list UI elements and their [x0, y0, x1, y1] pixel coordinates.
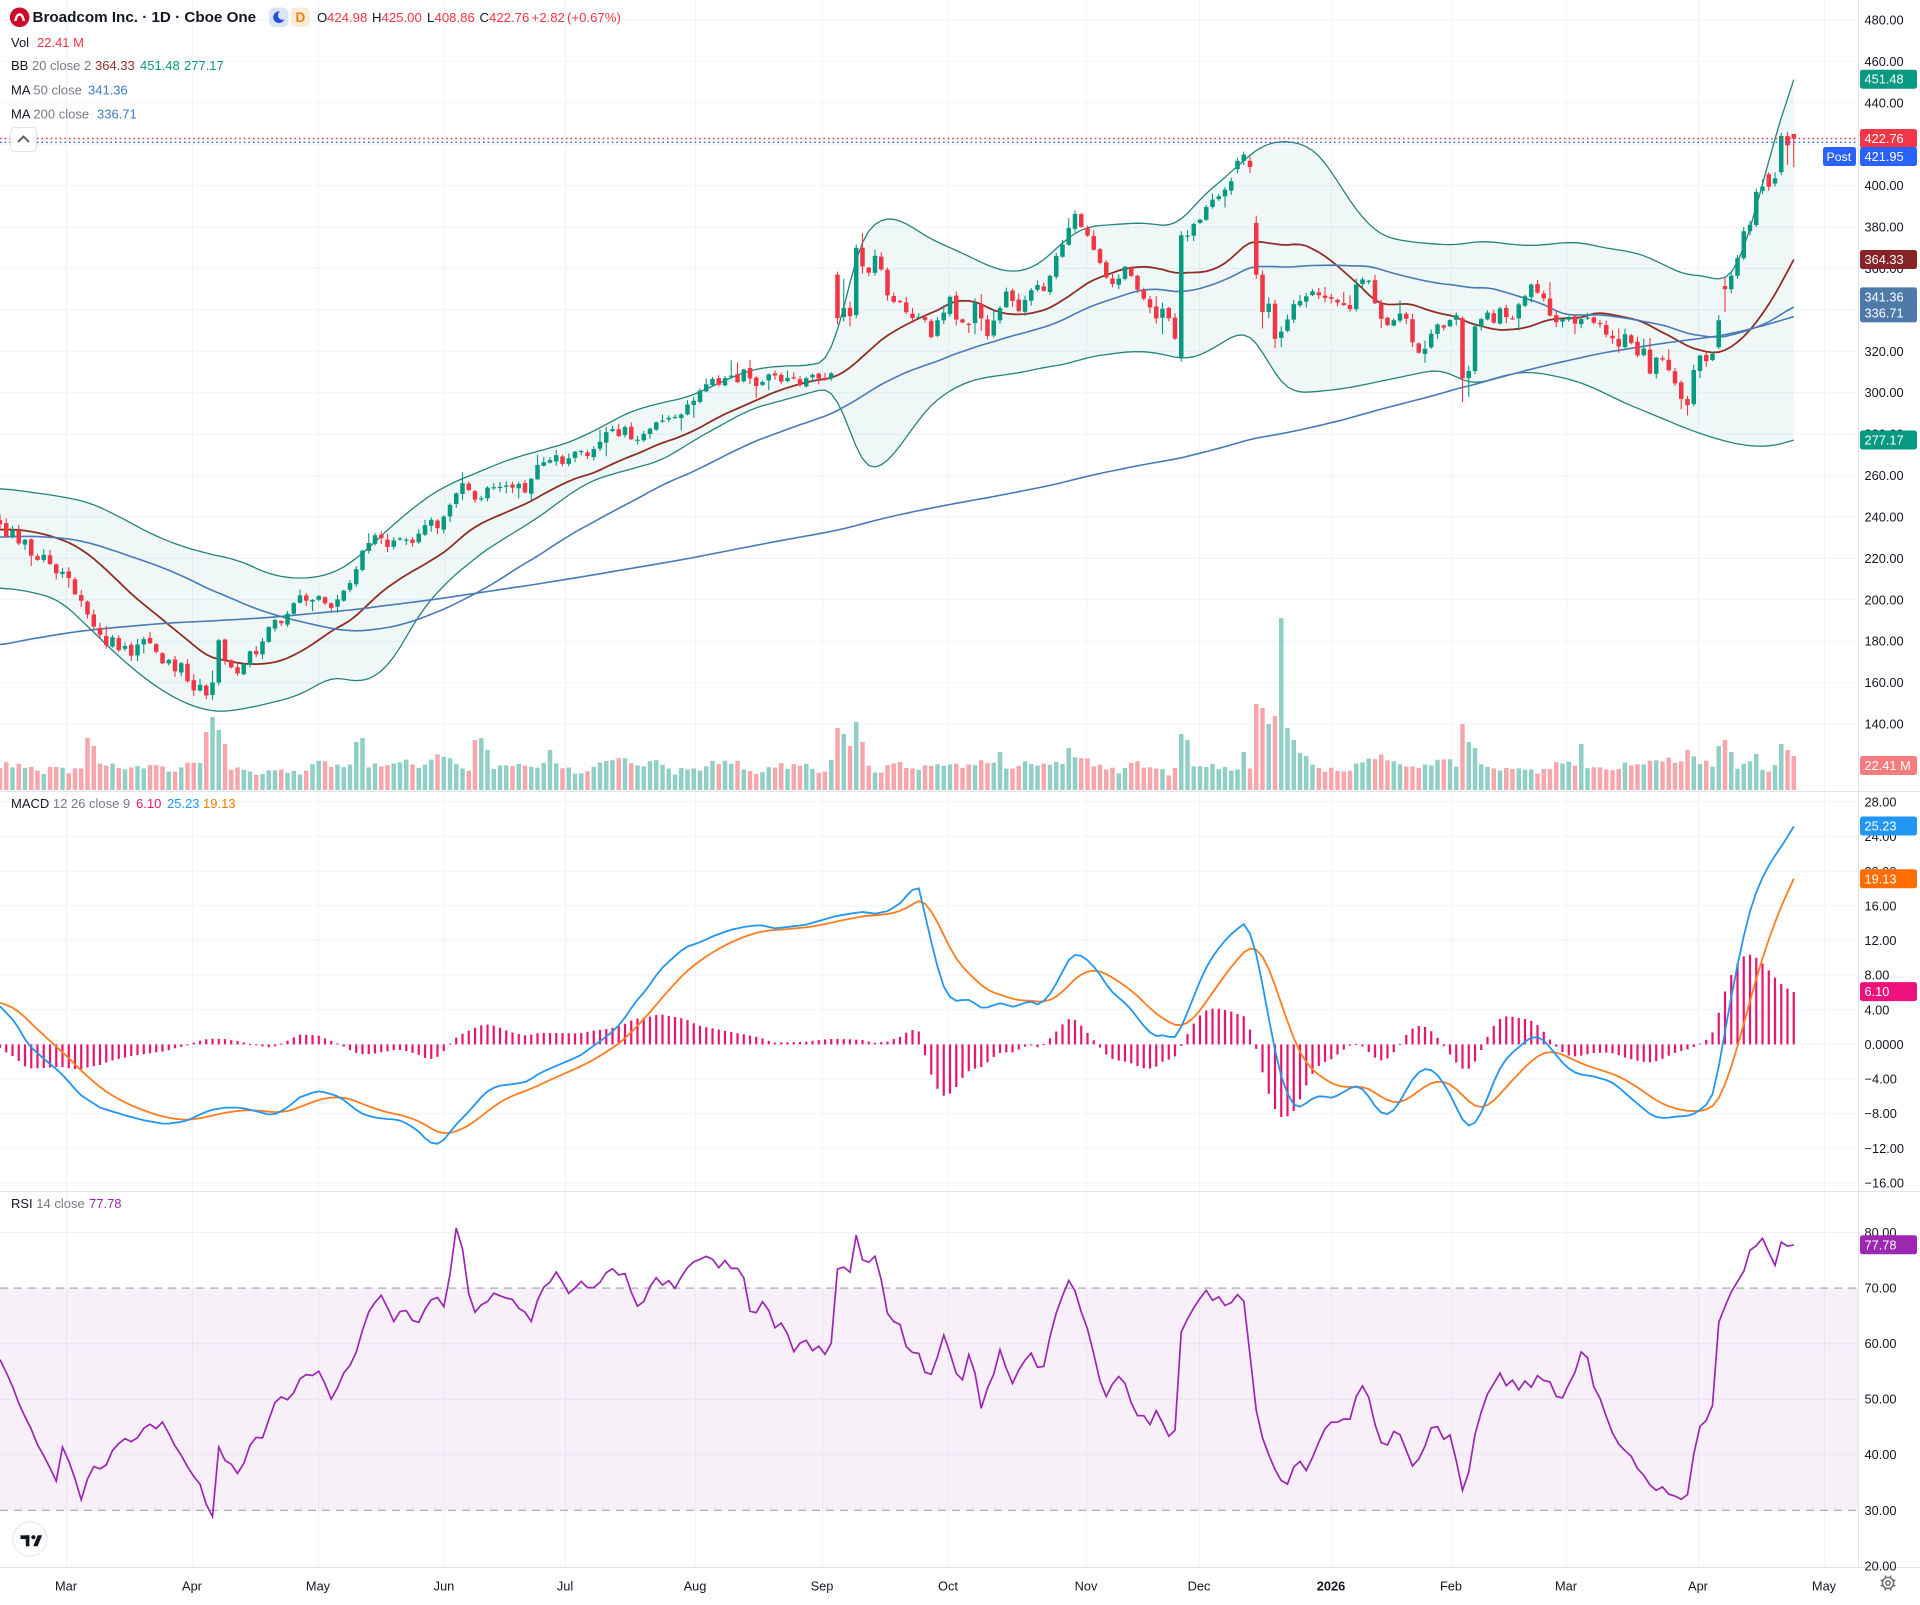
svg-text:Broadcom Inc. · 1D · Cboe One: Broadcom Inc. · 1D · Cboe One	[33, 9, 257, 26]
svg-text:40.00: 40.00	[1865, 1447, 1897, 1462]
svg-text:MACD 12 26 close 9: MACD 12 26 close 9	[11, 796, 130, 811]
svg-text:341.36: 341.36	[88, 83, 128, 98]
svg-text:Jul: Jul	[557, 1579, 573, 1594]
svg-text:19.13: 19.13	[1865, 871, 1897, 886]
svg-text:22.41 M: 22.41 M	[1865, 758, 1911, 773]
svg-text:460.00: 460.00	[1865, 54, 1904, 69]
svg-text:320.00: 320.00	[1865, 344, 1904, 359]
svg-text:−16.00: −16.00	[1865, 1175, 1905, 1190]
svg-text:28.00: 28.00	[1865, 795, 1897, 810]
svg-text:451.48: 451.48	[1865, 72, 1904, 87]
svg-text:4.00: 4.00	[1865, 1002, 1890, 1017]
svg-text:C: C	[480, 10, 490, 25]
svg-text:70.00: 70.00	[1865, 1281, 1897, 1296]
svg-text:BB 20 close 2: BB 20 close 2	[11, 58, 91, 73]
svg-text:Apr: Apr	[182, 1579, 203, 1594]
svg-text:Dec: Dec	[1188, 1579, 1211, 1594]
svg-text:2026: 2026	[1317, 1579, 1345, 1594]
svg-text:180.00: 180.00	[1865, 634, 1904, 649]
svg-text:−12.00: −12.00	[1865, 1141, 1905, 1156]
svg-text:−4.00: −4.00	[1865, 1072, 1897, 1087]
svg-text:300.00: 300.00	[1865, 385, 1904, 400]
svg-text:25.23: 25.23	[1865, 819, 1897, 834]
svg-text:440.00: 440.00	[1865, 95, 1904, 110]
svg-text:Sep: Sep	[811, 1579, 834, 1594]
svg-text:Oct: Oct	[938, 1579, 958, 1594]
svg-text:260.00: 260.00	[1865, 468, 1904, 483]
svg-text:6.10: 6.10	[136, 796, 161, 811]
svg-text:364.33: 364.33	[95, 58, 135, 73]
svg-text:+2.82: +2.82	[532, 10, 565, 25]
svg-text:277.17: 277.17	[1865, 433, 1904, 448]
svg-text:May: May	[1812, 1579, 1837, 1594]
svg-text:MA 200 close: MA 200 close	[11, 107, 89, 122]
svg-text:6.10: 6.10	[1865, 984, 1890, 999]
svg-text:8.00: 8.00	[1865, 968, 1890, 983]
svg-text:380.00: 380.00	[1865, 220, 1904, 235]
svg-text:30.00: 30.00	[1865, 1503, 1897, 1518]
svg-text:277.17: 277.17	[184, 58, 224, 73]
svg-text:336.71: 336.71	[97, 107, 137, 122]
svg-text:77.78: 77.78	[1865, 1237, 1897, 1252]
svg-text:336.71: 336.71	[1865, 305, 1904, 320]
svg-text:19.13: 19.13	[203, 796, 236, 811]
svg-text:25.23: 25.23	[167, 796, 200, 811]
svg-text:May: May	[306, 1579, 331, 1594]
svg-text:Aug: Aug	[684, 1579, 707, 1594]
svg-text:Jun: Jun	[434, 1579, 455, 1594]
svg-text:22.41 M: 22.41 M	[37, 35, 84, 50]
svg-text:16.00: 16.00	[1865, 898, 1897, 913]
svg-text:D: D	[296, 10, 306, 25]
svg-text:77.78: 77.78	[89, 1196, 122, 1211]
svg-text:RSI 14 close: RSI 14 close	[11, 1196, 85, 1211]
svg-text:480.00: 480.00	[1865, 13, 1904, 28]
svg-text:20.00: 20.00	[1865, 1558, 1897, 1573]
svg-text:Mar: Mar	[55, 1579, 78, 1594]
svg-text:Nov: Nov	[1075, 1579, 1098, 1594]
svg-text:Vol: Vol	[11, 35, 29, 50]
svg-text:408.86: 408.86	[435, 10, 475, 25]
svg-text:60.00: 60.00	[1865, 1336, 1897, 1351]
svg-text:0.0000: 0.0000	[1865, 1037, 1904, 1052]
svg-text:425.00: 425.00	[382, 10, 422, 25]
svg-text:451.48: 451.48	[140, 58, 180, 73]
svg-text:200.00: 200.00	[1865, 592, 1904, 607]
svg-text:(+0.67%): (+0.67%)	[567, 10, 621, 25]
svg-text:422.76: 422.76	[1865, 131, 1904, 146]
svg-text:424.98: 424.98	[327, 10, 367, 25]
svg-text:364.33: 364.33	[1865, 252, 1904, 267]
svg-text:MA 50 close: MA 50 close	[11, 83, 82, 98]
svg-text:12.00: 12.00	[1865, 933, 1897, 948]
svg-text:50.00: 50.00	[1865, 1392, 1897, 1407]
svg-text:160.00: 160.00	[1865, 675, 1904, 690]
svg-text:Post: Post	[1827, 150, 1852, 164]
svg-text:L: L	[427, 10, 434, 25]
svg-text:240.00: 240.00	[1865, 510, 1904, 525]
svg-text:H: H	[372, 10, 382, 25]
svg-text:140.00: 140.00	[1865, 717, 1904, 732]
svg-text:220.00: 220.00	[1865, 551, 1904, 566]
svg-text:Feb: Feb	[1440, 1579, 1462, 1594]
svg-text:−8.00: −8.00	[1865, 1106, 1897, 1121]
svg-text:341.36: 341.36	[1865, 289, 1904, 304]
svg-text:Mar: Mar	[1555, 1579, 1578, 1594]
svg-text:O: O	[317, 10, 327, 25]
svg-text:Apr: Apr	[1688, 1579, 1709, 1594]
svg-text:421.95: 421.95	[1865, 149, 1904, 164]
svg-text:400.00: 400.00	[1865, 178, 1904, 193]
svg-text:422.76: 422.76	[489, 10, 529, 25]
